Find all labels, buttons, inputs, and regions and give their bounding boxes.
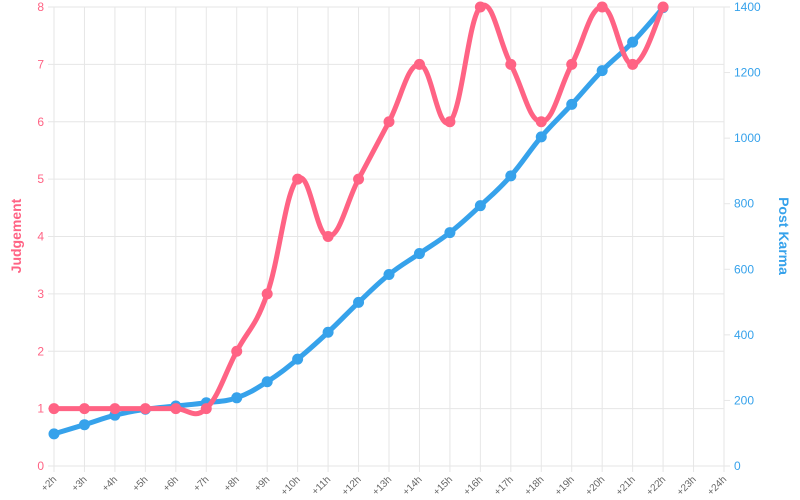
x-tick-label: +4h [100,474,120,494]
post-karma-data-point [566,98,578,110]
x-tick-label: +6h [161,474,181,494]
left-tick-label: 7 [37,57,44,71]
x-tick-label: +2h [39,474,59,494]
series [48,1,669,440]
left-tick-label: 8 [37,0,44,14]
post-karma-data-point [474,200,486,212]
post-karma-data-point [383,269,395,281]
x-tick-label: +17h [492,474,516,498]
post-karma-data-point [596,65,608,77]
left-tick-label: 6 [37,115,44,129]
left-tick-label: 1 [37,402,44,416]
judgement-data-point [383,116,395,128]
grid [48,6,730,472]
x-tick-label: +18h [523,474,547,498]
x-tick-label: +12h [340,474,364,498]
x-tick-label: +20h [584,474,608,498]
judgement-data-point [200,403,212,415]
left-tick-label: 3 [37,287,44,301]
post-karma-data-point [505,170,517,182]
judgement-data-point [48,403,60,415]
judgement-data-point [109,403,121,415]
judgement-data-point [566,58,578,70]
post-karma-data-point [413,248,425,260]
right-tick-label: 1400 [734,0,761,14]
left-tick-label: 4 [37,230,44,244]
judgement-data-point [535,116,547,128]
judgement-data-point [413,58,425,70]
x-tick-label: +13h [370,474,394,498]
left-tick-label: 5 [37,172,44,186]
left-tick-label: 0 [37,459,44,473]
judgement-data-point [657,1,669,13]
axis-ticks: 0 1 2 3 4 5 6 7 8 0 200 400 600 800 1000 1200 1400 +2h +3h… [37,0,761,498]
x-tick-label: +14h [401,474,425,498]
x-tick-label: +11h [310,474,333,497]
x-tick-label: +21h [614,474,638,498]
x-tick-label: +8h [222,474,242,494]
x-tick-label: +23h [675,474,699,498]
left-tick-label: 2 [37,344,44,358]
post-karma-data-point [78,419,90,431]
right-tick-label: 200 [734,393,754,407]
post-karma-data-point [261,376,273,388]
judgement-data-point [139,403,151,415]
post-karma-data-point [627,36,639,48]
right-tick-label: 1000 [734,131,761,145]
x-tick-label: +22h [645,474,669,498]
judgement-data-point [474,1,486,13]
x-tick-label: +5h [131,474,151,494]
judgement-data-point [627,58,639,70]
x-tick-label: +16h [462,474,486,498]
post-karma-data-point [292,353,304,365]
post-karma-data-point [444,227,456,239]
judgement-data-point [505,58,517,70]
x-tick-label: +10h [279,474,303,498]
judgement-data-point [231,345,243,357]
right-tick-label: 600 [734,262,754,276]
judgement-data-point [261,288,273,300]
x-tick-label: +15h [431,474,455,498]
post-karma-data-point [535,131,547,143]
judgement-data-point [78,403,90,415]
left-axis-title: Judgement [8,198,24,273]
right-tick-label: 400 [734,328,754,342]
judgement-data-point [170,403,182,415]
judgement-data-point [596,1,608,13]
judgement-series-line [51,2,666,417]
post-karma-data-point [322,326,334,338]
post-karma-data-point [231,392,243,404]
x-tick-label: +24h [705,474,729,498]
x-tick-label: +9h [253,474,273,494]
right-tick-label: 1200 [734,66,761,80]
judgement-data-point [292,173,304,185]
judgement-data-point [322,231,334,242]
post-karma-data-point [353,296,365,308]
post-karma-data-point [48,428,60,440]
right-axis-title: Post Karma [776,197,792,275]
judgement-data-point [444,116,456,128]
right-tick-label: 0 [734,459,741,473]
x-tick-label: +19h [553,474,577,498]
right-tick-label: 800 [734,197,754,211]
x-tick-label: +3h [70,474,90,494]
judgement-data-point [353,173,365,185]
x-tick-label: +7h [192,474,212,494]
